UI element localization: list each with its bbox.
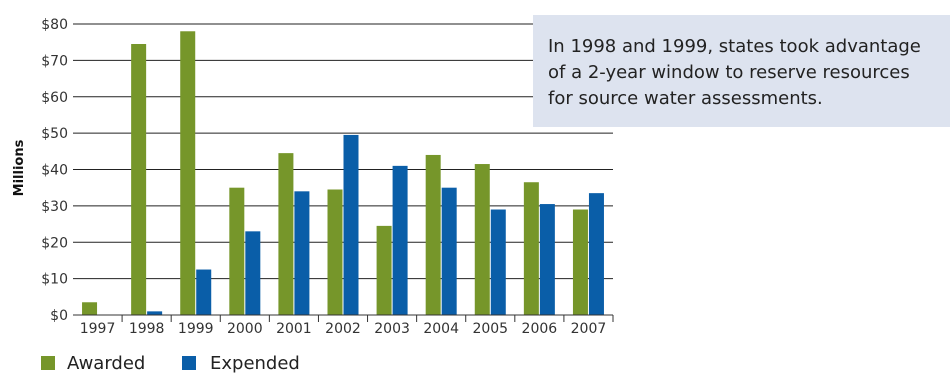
- y-tick-label: $80: [41, 17, 68, 33]
- bar-expended-1999: [196, 269, 212, 315]
- x-tick-label: 1997: [80, 321, 116, 337]
- bar-awarded-1997: [82, 302, 98, 315]
- bar-awarded-1998: [131, 44, 147, 315]
- y-tick-label: $60: [41, 90, 68, 106]
- bar-awarded-2006: [523, 182, 539, 315]
- y-tick-label: $10: [41, 272, 68, 288]
- y-tick-label: $50: [41, 126, 68, 142]
- bar-expended-2002: [343, 134, 359, 315]
- bar-awarded-2004: [425, 154, 441, 315]
- bar-awarded-2005: [474, 164, 490, 315]
- annotation-background: [533, 15, 950, 127]
- legend-swatch-awarded: [41, 356, 55, 370]
- annotation-box: In 1998 and 1999, states took advantage …: [533, 15, 950, 127]
- bar-expended-2005: [490, 209, 506, 315]
- x-tick-label: 2001: [276, 321, 312, 337]
- y-tick-label: $20: [41, 235, 68, 251]
- bar-expended-2007: [588, 193, 604, 315]
- x-tick-label: 1999: [178, 321, 214, 337]
- x-tick-label: 2003: [374, 321, 410, 337]
- y-axis-title: Millions: [12, 139, 27, 196]
- bars: [82, 31, 604, 316]
- x-tick-label: 2004: [423, 321, 459, 337]
- annotation-line-2: of a 2-year window to reserve resources: [548, 62, 910, 83]
- x-tick-label: 1998: [129, 321, 165, 337]
- x-tick-label: 2006: [522, 321, 558, 337]
- bar-expended-2004: [441, 187, 457, 315]
- y-tick-label: $0: [50, 308, 68, 324]
- bar-expended-2006: [539, 204, 555, 315]
- bar-awarded-2001: [278, 153, 294, 315]
- gridlines: [73, 23, 613, 280]
- y-tick-label: $40: [41, 163, 68, 179]
- x-tick-labels: 1997 1998 1999 2000 2001 2002 2003 2004 2005 2006…: [80, 315, 614, 337]
- y-tick-label: $30: [41, 199, 68, 215]
- legend-label-expended: Expended: [210, 353, 300, 374]
- bar-awarded-1999: [180, 31, 196, 316]
- annotation-line-3: for source water assessments.: [548, 88, 823, 109]
- bar-expended-2000: [245, 231, 261, 315]
- x-tick-label: 2005: [472, 321, 508, 337]
- y-tick-labels: $0 $10 $20 $30 $40 $50 $60 $70 $80: [41, 17, 68, 324]
- legend: Awarded Expended: [41, 353, 300, 374]
- bar-expended-2001: [294, 191, 310, 315]
- bar-awarded-2002: [327, 189, 343, 315]
- bar-awarded-2000: [229, 187, 245, 315]
- legend-label-awarded: Awarded: [67, 353, 145, 374]
- bar-awarded-2003: [376, 225, 392, 315]
- bar-expended-1998: [147, 311, 163, 315]
- annotation-line-1: In 1998 and 1999, states took advantage: [548, 36, 921, 57]
- bar-expended-2003: [392, 165, 408, 315]
- legend-swatch-expended: [182, 356, 196, 370]
- bar-awarded-2007: [572, 209, 588, 315]
- x-tick-label: 2000: [227, 321, 263, 337]
- x-tick-label: 2007: [571, 321, 607, 337]
- y-tick-label: $70: [41, 53, 68, 69]
- x-tick-label: 2002: [325, 321, 361, 337]
